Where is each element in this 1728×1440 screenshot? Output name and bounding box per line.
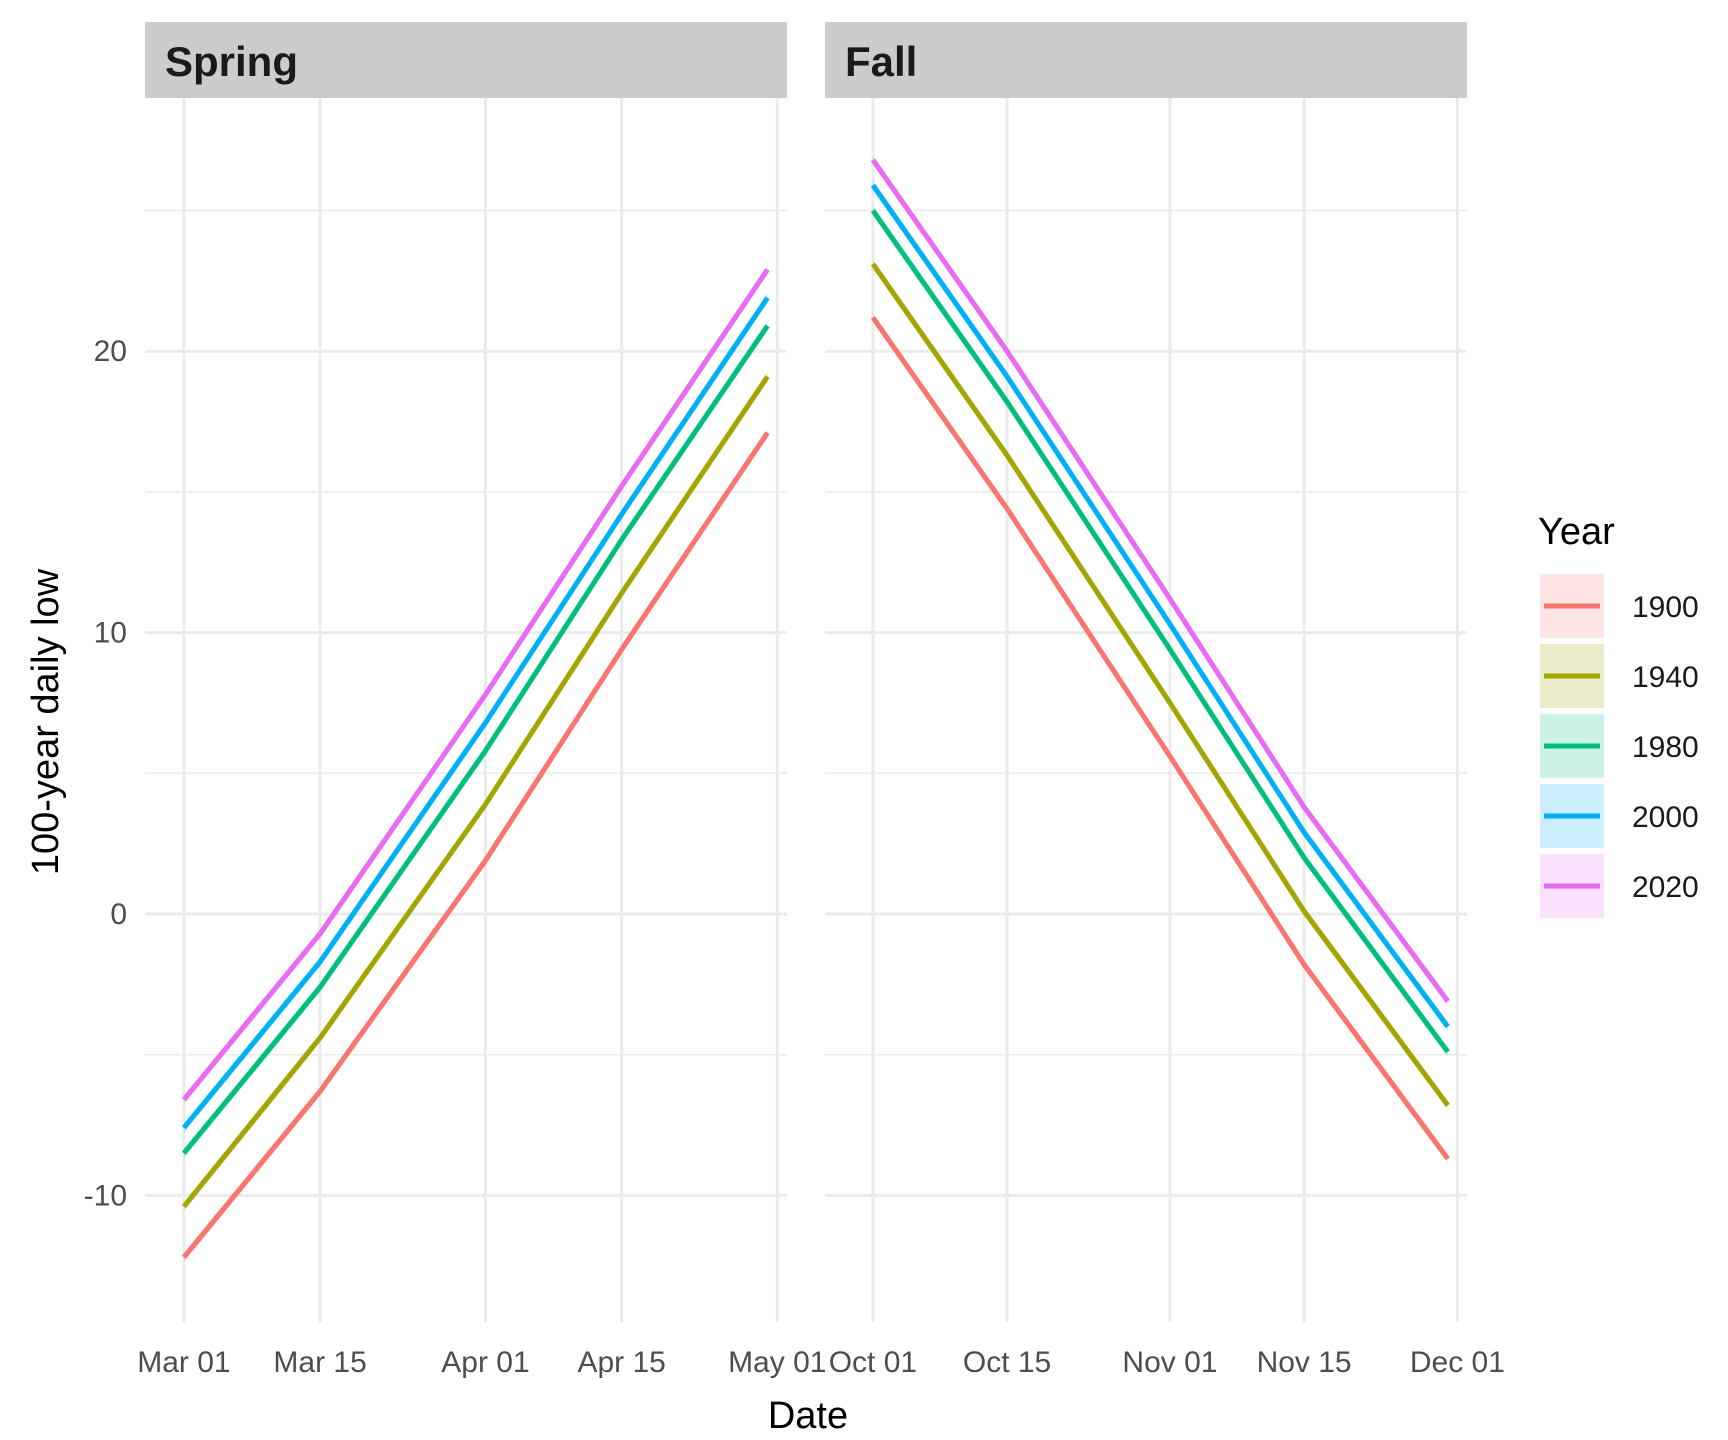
x-tick-label: Mar 01 [137,1346,230,1379]
y-tick-label: -10 [84,1179,127,1212]
panel-spring: Spring Mar 01 Mar 15 Apr 01 Apr 15 May 01 [137,22,826,1379]
x-tick-label: Oct 01 [829,1346,917,1379]
series-ribbon-2020 [183,264,768,1105]
series-line-2000 [870,183,1450,1029]
legend-label-1900: 1900 [1632,591,1699,624]
y-tick-label: 20 [94,335,127,368]
legend-item-2000: 2000 [1540,784,1699,848]
legend-item-1900: 1900 [1540,574,1699,638]
legend-item-1940: 1940 [1540,644,1699,708]
facet-strip-label: Spring [165,38,298,85]
facet-strip-label: Fall [845,38,917,85]
y-tick-label: 10 [94,617,127,650]
series-line-2020 [870,158,1450,1003]
facet-strip [145,22,787,98]
facet-strip [825,22,1467,98]
series-line-1940 [181,375,770,1209]
x-tick-label: Apr 15 [577,1346,665,1379]
legend-item-1980: 1980 [1540,714,1699,778]
panel-fall: Fall Oct 01 Oct 15 Nov 01 Nov 15 Dec 01 [825,22,1505,1379]
legend-item-2020: 2020 [1540,854,1699,918]
series-ribbon-1900 [183,427,768,1263]
x-tick-label: Nov 01 [1122,1346,1217,1379]
legend-label-2020: 2020 [1632,871,1699,904]
series-line-1900 [181,431,770,1259]
legend-title: Year [1538,511,1615,553]
series-ribbon-1940 [183,371,768,1212]
legend-label-1940: 1940 [1632,661,1699,694]
x-tick-label: Oct 15 [963,1346,1051,1379]
legend-items: 1900 1940 1980 2000 2020 [1540,574,1699,918]
legend-label-1980: 1980 [1632,731,1699,764]
x-axis-title: Date [768,1395,848,1437]
series-line-1940 [870,262,1450,1107]
x-tick-label: Dec 01 [1410,1346,1505,1379]
series-line-1900 [870,316,1450,1161]
x-tick-label: May 01 [728,1346,826,1379]
y-axis-title: 100-year daily low [25,568,67,875]
y-tick-label: 0 [110,898,127,931]
legend-label-2000: 2000 [1632,801,1699,834]
x-tick-label: Apr 01 [441,1346,529,1379]
x-tick-label: Nov 15 [1257,1346,1352,1379]
series-line-2020 [181,268,770,1102]
y-axis-ticks: -10 0 10 20 [84,335,127,1212]
x-tick-label: Mar 15 [273,1346,366,1379]
legend: Year 1900 1940 1980 2000 2020 [1538,511,1699,918]
